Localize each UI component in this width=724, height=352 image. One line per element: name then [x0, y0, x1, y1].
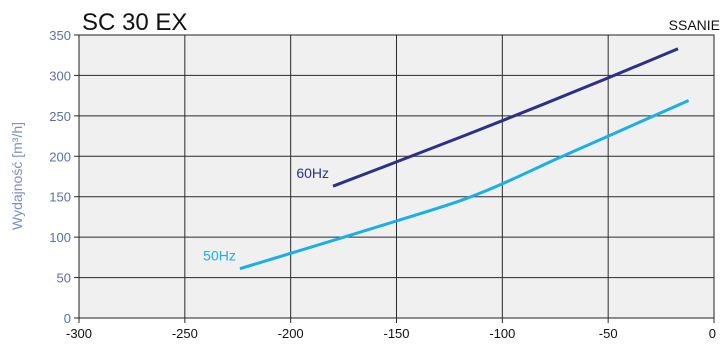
series-label-50hz: 50Hz [203, 248, 236, 264]
x-tick-label: -50 [599, 326, 618, 341]
y-tick-label: 200 [49, 149, 71, 164]
series-line-60hz [332, 47, 679, 188]
series-line-50hz [239, 99, 690, 271]
y-tick-label: 350 [49, 28, 71, 43]
y-tick-label: 300 [49, 68, 71, 83]
y-tick-label: 50 [57, 271, 71, 286]
x-tick-label: -300 [66, 326, 92, 341]
x-tick-label: 0 [709, 326, 716, 341]
series-label-60hz: 60Hz [296, 165, 329, 181]
y-tick-label: 250 [49, 109, 71, 124]
x-tick-label: -250 [172, 326, 198, 341]
x-tick-label: -150 [383, 326, 409, 341]
x-tick-label: -100 [489, 326, 515, 341]
y-tick-label: 100 [49, 230, 71, 245]
x-tick-label: -200 [278, 326, 304, 341]
y-tick-label: 150 [49, 190, 71, 205]
corner-label: SSANIE [669, 17, 720, 33]
series-layer: 60Hz 50Hz [203, 47, 690, 271]
tick-labels: 0 50 100 150 200 250 300 350 -300 -250 -200 -150 -10… [49, 28, 716, 341]
chart-title: SC 30 EX [82, 9, 187, 36]
y-axis-label: Wydajność [m³/h] [9, 122, 25, 230]
y-tick-label: 0 [64, 311, 71, 326]
